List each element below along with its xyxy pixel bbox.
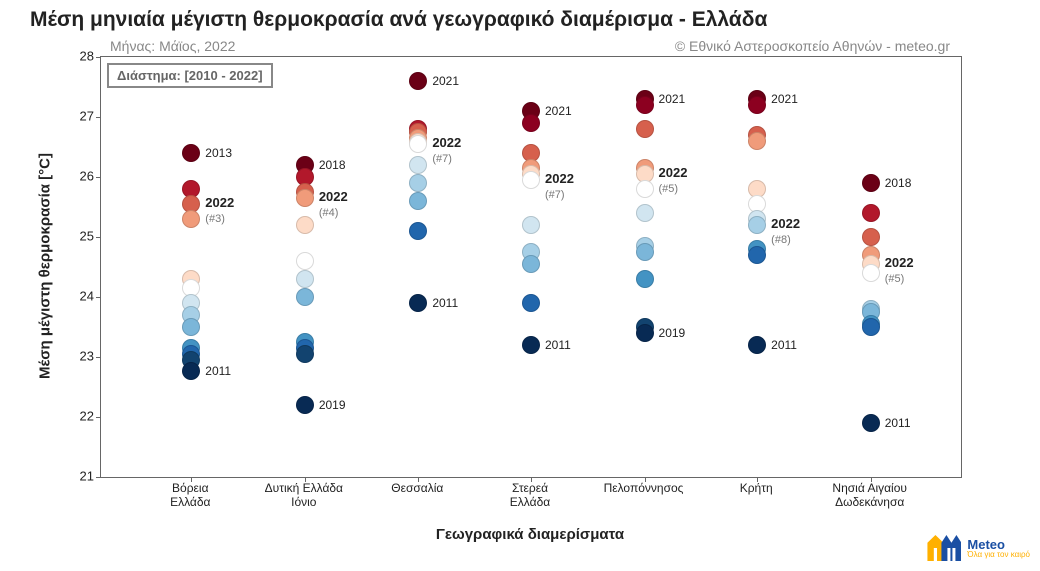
point-annotation: 2021: [545, 104, 572, 118]
x-tick-label: Δυτική ΕλλάδαΙόνιο: [265, 482, 343, 510]
point-annotation: 2019: [319, 398, 346, 412]
meteo-logo: Meteo Όλα για τον καιρό: [927, 535, 1030, 561]
data-point: [296, 216, 314, 234]
data-point: [636, 204, 654, 222]
point-annotation: 2018: [319, 158, 346, 172]
data-point: [748, 246, 766, 264]
point-annotation: 2013: [205, 146, 232, 160]
y-tick: [96, 57, 101, 58]
x-tick-label: Κρήτη: [740, 482, 773, 496]
point-annotation: 2022(#5): [659, 165, 688, 195]
data-point: [748, 216, 766, 234]
data-point: [748, 336, 766, 354]
y-tick-label: 23: [80, 349, 94, 364]
data-point: [409, 294, 427, 312]
data-point: [522, 255, 540, 273]
data-point: [636, 120, 654, 138]
y-tick-label: 21: [80, 469, 94, 484]
data-point: [862, 204, 880, 222]
x-tick-label: ΒόρειαΕλλάδα: [170, 482, 210, 510]
y-tick-label: 25: [80, 229, 94, 244]
logo-brand: Meteo: [967, 538, 1030, 551]
data-point: [296, 270, 314, 288]
x-tick-label: Θεσσαλία: [391, 482, 443, 496]
data-point: [409, 222, 427, 240]
y-tick: [96, 297, 101, 298]
point-annotation: 2022(#7): [545, 171, 574, 201]
data-point: [522, 336, 540, 354]
point-annotation: 2011: [885, 416, 911, 430]
point-annotation: 2019: [659, 326, 686, 340]
point-annotation: 2018: [885, 176, 912, 190]
point-annotation: 2011: [432, 296, 458, 310]
plot-area: Διάστημα: [2010 - 2022] 2013 2022(#3) 2011…: [100, 56, 962, 478]
y-tick: [96, 117, 101, 118]
point-annotation: 2011: [771, 338, 797, 352]
data-point: [409, 156, 427, 174]
data-point: [522, 216, 540, 234]
x-tick-label: Πελοπόννησος: [604, 482, 684, 496]
point-annotation: 2021: [659, 92, 686, 106]
subtitle-copyright: © Εθνικό Αστεροσκοπείο Αθηνών - meteo.gr: [675, 38, 950, 54]
data-point: [748, 96, 766, 114]
logo-tagline: Όλα για τον καιρό: [967, 551, 1030, 559]
point-annotation: 2022(#5): [885, 255, 914, 285]
data-point: [296, 288, 314, 306]
data-point: [182, 210, 200, 228]
y-tick: [96, 177, 101, 178]
data-point: [296, 345, 314, 363]
data-point: [636, 180, 654, 198]
data-point: [409, 192, 427, 210]
data-point: [182, 144, 200, 162]
meteo-logo-icon: [927, 535, 961, 561]
y-tick: [96, 417, 101, 418]
data-point: [182, 362, 200, 380]
data-point: [862, 318, 880, 336]
y-tick: [96, 357, 101, 358]
point-annotation: 2022(#3): [205, 195, 234, 225]
data-point: [862, 228, 880, 246]
y-tick-label: 28: [80, 49, 94, 64]
chart-title: Μέση μηνιαία μέγιστη θερμοκρασία ανά γεω…: [30, 8, 767, 32]
point-annotation: 2022(#7): [432, 135, 461, 165]
data-point: [636, 324, 654, 342]
subtitle-month: Μήνας: Μάϊος, 2022: [110, 38, 235, 54]
range-box: Διάστημα: [2010 - 2022]: [107, 63, 273, 88]
point-annotation: 2011: [205, 364, 231, 378]
x-tick-label: ΣτερεάΕλλάδα: [510, 482, 550, 510]
y-tick-label: 26: [80, 169, 94, 184]
data-point: [522, 171, 540, 189]
y-tick: [96, 477, 101, 478]
data-point: [296, 189, 314, 207]
data-point: [862, 414, 880, 432]
x-tick-label: Νησιά ΑιγαίουΔωδεκάνησα: [832, 482, 907, 510]
y-tick: [96, 237, 101, 238]
data-point: [296, 252, 314, 270]
data-point: [182, 318, 200, 336]
data-point: [748, 132, 766, 150]
data-point: [862, 264, 880, 282]
point-annotation: 2022(#8): [771, 216, 800, 246]
x-axis-label: Γεωγραφικά διαμερίσματα: [436, 526, 624, 543]
y-tick-label: 24: [80, 289, 94, 304]
data-point: [409, 72, 427, 90]
data-point: [522, 114, 540, 132]
data-point: [636, 243, 654, 261]
point-annotation: 2021: [432, 74, 459, 88]
data-point: [409, 135, 427, 153]
data-point: [522, 294, 540, 312]
point-annotation: 2011: [545, 338, 571, 352]
y-tick-label: 22: [80, 409, 94, 424]
point-annotation: 2021: [771, 92, 798, 106]
y-axis-label: Μέση μέγιστη θερμοκρασία [°C]: [37, 153, 54, 379]
data-point: [409, 174, 427, 192]
data-point: [862, 174, 880, 192]
y-tick-label: 27: [80, 109, 94, 124]
point-annotation: 2022(#4): [319, 189, 348, 219]
data-point: [636, 96, 654, 114]
data-point: [296, 396, 314, 414]
data-point: [636, 270, 654, 288]
